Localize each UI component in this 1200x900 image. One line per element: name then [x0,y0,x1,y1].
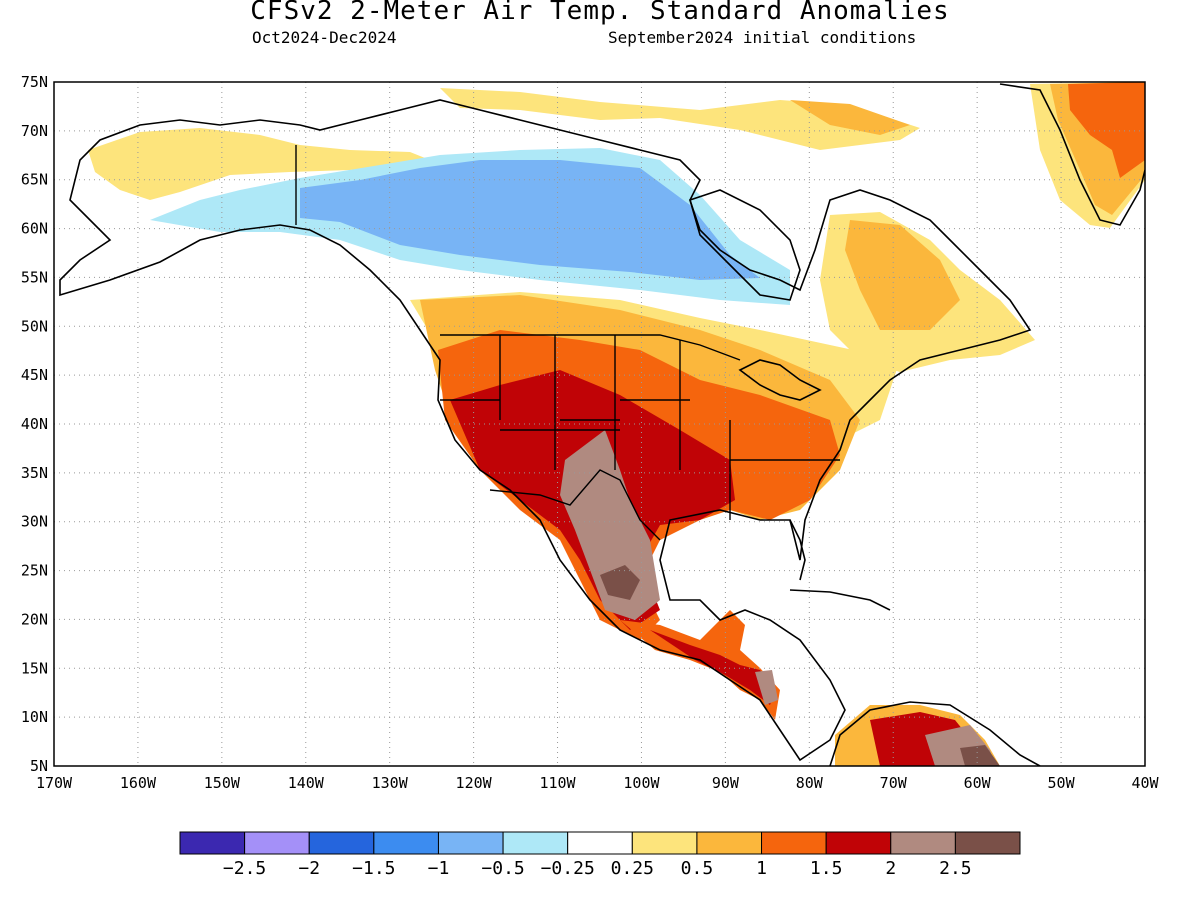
lon-label: 110W [539,774,576,792]
border-us-canada [440,334,741,361]
lat-label: 60N [21,220,48,238]
longitude-labels: 170W 160W 150W 140W 130W 120W 110W 100W 90W 80W 70… [36,774,1160,792]
colorbar-swatch [631,831,698,855]
colorbar-swatch [179,831,246,855]
shade-mexico-brown [560,430,660,620]
colorbar-labels: −2.5 −2 −1.5 −1 −0.5 −0.25 0.25 0.5 1 1.5 2 2.5 [223,858,972,879]
colorbar-label: −0.5 [481,858,524,879]
colorbar-label: −2 [298,858,320,879]
colorbar-swatch [696,831,763,855]
colorbar-swatch [567,831,633,855]
colorbar-label: 2 [885,858,896,879]
colorbar [179,831,1021,855]
colorbar-swatch [437,831,504,855]
shade-mexico-dark [600,565,640,600]
lon-label: 80W [796,774,824,792]
lon-label: 150W [204,774,241,792]
coastline-hudson-bay [689,189,801,301]
initial-conditions: September2024 initial conditions [608,28,917,47]
colorbar-label: 0.25 [611,858,654,879]
colorbar-label: 1.5 [810,858,843,879]
coastlines [59,83,1145,766]
shade-canada-blue [300,160,760,280]
shade-east-canada-mid [845,220,960,330]
shade-alaska-light [88,128,430,200]
coastline-north-america [59,99,1032,762]
lat-label: 50N [21,317,48,335]
lon-label: 120W [456,774,493,792]
lon-label: 170W [36,774,73,792]
coastline-south-america [829,701,1041,766]
colorbar-label: −1.5 [352,858,395,879]
lat-label: 45N [21,366,48,384]
lat-label: 20N [21,610,48,628]
shade-arctic-mid [790,100,910,135]
colorbar-swatch [373,831,439,855]
lat-label: 35N [21,464,48,482]
colorbar-swatch [308,831,375,855]
colorbar-label: −2.5 [223,858,266,879]
colorbar-label: −0.25 [541,858,595,879]
colorbar-swatch [825,831,892,855]
colorbar-swatch [502,831,569,855]
lon-label: 40W [1131,774,1159,792]
map-frame [53,81,1146,767]
coastline-great-lakes [738,359,822,401]
map-title: CFSv2 2-Meter Air Temp. Standard Anomali… [250,0,950,26]
lon-label: 100W [623,774,660,792]
lat-label: 75N [21,73,48,91]
lon-label: 60W [964,774,992,792]
colorbar-label: −1 [428,858,450,879]
colorbar-label: 0.5 [681,858,714,879]
shade-cam-orange [620,610,780,720]
anomaly-shading [88,82,1145,766]
colorbar-label: 1 [756,858,767,879]
colorbar-swatch [244,831,310,855]
shade-greenland-high [1068,82,1145,178]
lat-label: 70N [21,122,48,140]
shade-sa-dark [960,745,1000,766]
lat-label: 30N [21,513,48,531]
lat-label: 5N [30,757,48,775]
lon-label: 130W [372,774,409,792]
lon-label: 140W [288,774,325,792]
lat-label: 25N [21,562,48,580]
lon-label: 160W [120,774,157,792]
lon-label: 50W [1048,774,1076,792]
coastline-florida [789,519,806,581]
border-us-mexico [489,469,661,541]
lat-label: 55N [21,268,48,286]
border-states [440,335,840,520]
lon-label: 90W [712,774,740,792]
colorbar-swatch [954,831,1021,855]
colorbar-label: 2.5 [939,858,972,879]
political-borders [295,145,840,541]
coastline-greenland [999,83,1145,226]
lat-label: 40N [21,415,48,433]
latitude-labels: 5N 10N 15N 20N 25N 30N 35N 40N 45N 50N 55N 60N 65N 70… [21,73,48,775]
colorbar-swatch [761,831,827,855]
lon-label: 70W [880,774,908,792]
lat-label: 65N [21,171,48,189]
shade-cam-brown [755,670,778,705]
colorbar-swatch [890,831,956,855]
forecast-period: Oct2024-Dec2024 [252,28,397,47]
lat-label: 10N [21,708,48,726]
coastline-cuba [789,589,891,611]
lat-label: 15N [21,659,48,677]
